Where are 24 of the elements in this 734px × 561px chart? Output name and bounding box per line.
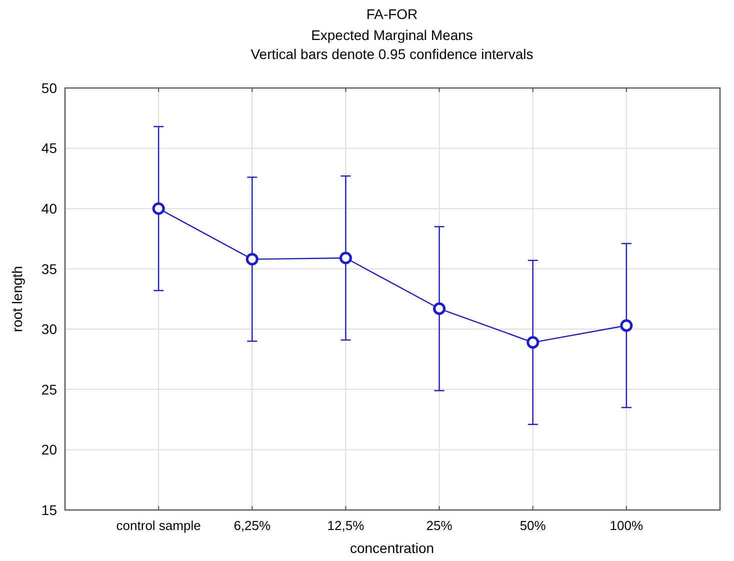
y-axis-title: root length xyxy=(9,266,25,332)
chart-title: FA-FOR xyxy=(366,6,418,22)
point xyxy=(152,202,165,215)
y-tick-label: 30 xyxy=(41,321,58,338)
y-tick-label: 45 xyxy=(41,140,58,156)
x-tick-label: control sample xyxy=(116,518,201,533)
point xyxy=(433,302,446,315)
chart-subtitle: Expected Marginal Means Vertical bars denote 0.95 confidence intervals xyxy=(250,27,534,62)
y-tick-label: 20 xyxy=(41,442,58,458)
x-tick-label: 50% xyxy=(520,518,546,533)
point xyxy=(526,336,540,349)
x-axis-title: concentration xyxy=(350,540,434,556)
y-tick-label: 40 xyxy=(41,200,58,216)
point xyxy=(620,319,633,332)
y-tick-label: 15 xyxy=(41,502,58,518)
x-tick-label: 25% xyxy=(426,518,453,533)
x-tick-label: 12,5% xyxy=(327,518,365,533)
y-tick-label: 25 xyxy=(41,381,58,398)
point xyxy=(339,252,352,264)
x-tick-label: 6,25% xyxy=(234,518,272,533)
y-tick-label: 50 xyxy=(41,80,58,96)
y-tick-label: 35 xyxy=(41,260,58,277)
point xyxy=(246,252,258,266)
x-tick-label: 100% xyxy=(610,518,644,533)
